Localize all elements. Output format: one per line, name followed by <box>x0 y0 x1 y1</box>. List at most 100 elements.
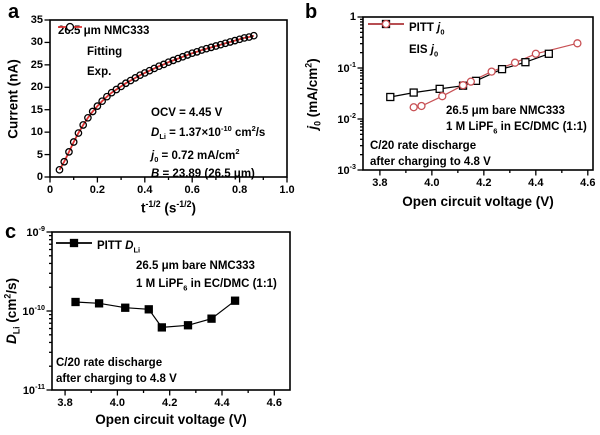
data-marker <box>531 49 540 58</box>
x-tick-label: 0.2 <box>89 184 106 196</box>
data-marker <box>193 47 201 56</box>
legend-item: Fitting <box>58 26 149 63</box>
y-tick-label: 1 <box>349 11 356 23</box>
panel-c: c 3.8 4.0 4.2 4.4 4.6 10-9 10-10 10-11 Open circ… <box>0 218 320 435</box>
x-tick-label: 4.2 <box>162 397 178 409</box>
data-marker <box>157 323 166 332</box>
y-tick-label: 30 <box>30 36 43 49</box>
chart-canvas <box>44 19 288 183</box>
x-tick-label: 4.4 <box>528 177 544 189</box>
panel-b: b 3.8 4.0 4.2 4.4 4.6 1 10-1 10-2 10-3 Open circu… <box>300 0 600 218</box>
data-marker <box>487 67 496 76</box>
data-marker <box>417 101 426 111</box>
y-axis-label: j0 (mA/cm2) <box>303 57 323 130</box>
x-tick-label: 4.6 <box>580 177 596 189</box>
y-tick-label: 35 <box>30 14 43 26</box>
data-marker <box>466 77 476 86</box>
data-marker <box>230 296 240 305</box>
data-marker <box>221 39 230 48</box>
y-tick-label: 10-10 <box>22 304 45 318</box>
data-marker <box>169 56 178 65</box>
legend: PITT DLi <box>56 237 140 257</box>
x-tick-label: 3.8 <box>57 397 73 409</box>
data-marker <box>94 299 104 308</box>
data-marker <box>188 49 197 58</box>
data-marker <box>79 121 88 129</box>
series-markers <box>55 31 258 174</box>
x-tick-label: 4.4 <box>214 397 230 409</box>
panel-label-b: b <box>305 1 318 23</box>
data-marker <box>207 43 216 52</box>
legend-swatch-icon <box>56 238 92 248</box>
chart-annotation: 26.5 μm bare NMC333 1 M LiPF6 in EC/DMC (… <box>136 260 277 293</box>
y-tick-label: 10-3 <box>337 163 356 177</box>
chart-annotation: 26.5 μm bare NMC333 1 M LiPF6 in EC/DMC (… <box>446 105 587 135</box>
legend-swatch-icon <box>65 22 75 32</box>
data-marker <box>245 33 253 41</box>
y-axis-label: DLi (cm2/s) <box>2 278 22 344</box>
x-tick-label: 4.6 <box>266 397 282 409</box>
data-marker <box>226 38 234 46</box>
x-axis-label: Open circuit voltage (V) <box>95 412 247 427</box>
x-tick-label: 1.0 <box>279 184 295 196</box>
data-marker <box>155 62 163 71</box>
data-marker <box>55 165 64 174</box>
legend-item: PITT DLi <box>56 237 140 257</box>
x-tick-label: 4.2 <box>476 177 492 189</box>
y-tick-label: 10-9 <box>26 225 45 239</box>
data-marker <box>174 54 182 63</box>
data-marker <box>164 58 173 67</box>
data-marker <box>65 22 75 32</box>
y-tick-label: 20 <box>30 81 43 94</box>
chart-canvas <box>357 16 594 176</box>
chart-annotation: C/20 rate discharge after charging to 4.8… <box>56 357 177 385</box>
data-marker <box>249 31 258 40</box>
legend-item: Exp. <box>58 22 149 83</box>
data-marker <box>197 46 206 54</box>
y-tick-label: 10-1 <box>337 61 356 75</box>
data-marker <box>88 107 97 116</box>
data-marker <box>103 92 111 101</box>
data-marker <box>544 49 553 58</box>
legend-label: 26.5 μm NMC333 <box>58 25 150 38</box>
data-marker <box>60 157 69 166</box>
data-marker <box>386 92 395 102</box>
y-tick-label: 5 <box>36 148 43 161</box>
data-marker <box>121 303 130 312</box>
data-marker <box>573 39 582 48</box>
series-markers <box>409 39 582 112</box>
y-tick-label: 0 <box>36 171 43 183</box>
y-tick-label: 10-11 <box>22 383 45 397</box>
data-marker <box>240 34 249 42</box>
chart-canvas <box>46 231 291 396</box>
x-axis-label: t-1/2 (s-1/2) <box>141 199 196 216</box>
data-marker <box>183 321 193 330</box>
chart-annotation: OCV = 4.45 V DLi = 1.37×10-10 cm2/s j0 = 0… <box>151 107 266 181</box>
y-tick-label: 15 <box>30 103 43 116</box>
data-marker <box>178 52 187 61</box>
series-markers <box>71 296 240 332</box>
legend-item: 26.5 μm NMC333 <box>58 21 149 42</box>
data-marker <box>235 35 244 44</box>
x-axis-label: Open circuit voltage (V) <box>402 194 554 209</box>
panel-label-c: c <box>5 221 17 243</box>
x-tick-label: 4.0 <box>424 177 440 189</box>
panel-a: a 0 0.2 0.4 0.6 0.8 1.0 0 5 10 15 20 25 30 35 t-1/2 (s… <box>0 0 300 218</box>
data-marker <box>98 97 106 106</box>
y-tick-label: 10 <box>30 126 43 139</box>
data-marker <box>435 84 444 94</box>
legend: 26.5 μm NMC333 Fitting Exp. <box>58 21 149 83</box>
legend-label: EIS j0 <box>409 43 439 59</box>
data-marker <box>74 129 83 137</box>
data-marker <box>93 102 102 110</box>
y-tick-label: 25 <box>30 58 43 71</box>
series-line <box>58 34 255 171</box>
data-marker <box>409 103 418 112</box>
data-marker <box>409 88 418 97</box>
data-marker <box>144 305 153 314</box>
data-marker <box>216 40 225 49</box>
legend-label: Exp. <box>87 66 112 79</box>
data-marker <box>207 314 216 323</box>
data-marker <box>71 297 80 307</box>
